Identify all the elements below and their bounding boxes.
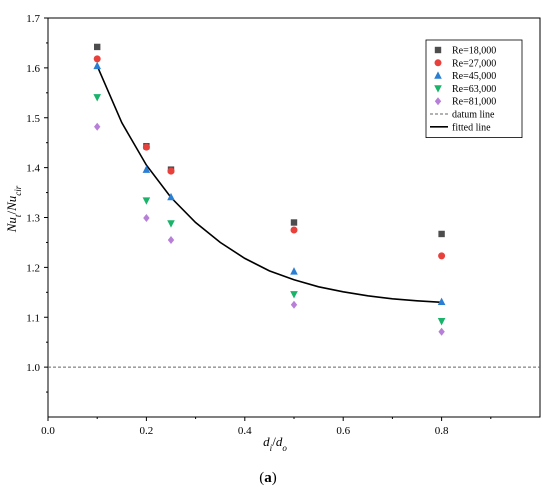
legend-marker <box>434 97 442 106</box>
data-point-series-5 <box>167 235 175 244</box>
legend-label: Re=63,000 <box>452 84 496 95</box>
data-point-series-2 <box>290 226 298 234</box>
data-point-series-4 <box>167 220 175 228</box>
y-tick-label: 1.2 <box>26 262 40 274</box>
legend-label: Re=27,000 <box>452 58 496 69</box>
data-point-series-3 <box>142 165 151 173</box>
data-point-series-2 <box>167 167 175 175</box>
x-axis-label: di/do <box>263 434 287 453</box>
legend-marker <box>434 71 442 79</box>
data-point-series-4 <box>93 94 101 102</box>
legend-marker <box>434 85 442 93</box>
data-point-series-1 <box>94 43 101 51</box>
x-tick-label: 0.6 <box>336 425 350 437</box>
data-point-series-5 <box>290 300 298 309</box>
data-point-series-2 <box>93 55 101 63</box>
y-tick-label: 1.5 <box>26 113 40 125</box>
y-tick-label: 1.0 <box>26 362 40 374</box>
legend-marker <box>434 59 442 67</box>
y-tick-label: 1.6 <box>26 63 40 75</box>
data-point-series-3 <box>437 297 446 305</box>
x-tick-label: 0.2 <box>140 425 154 437</box>
data-point-series-1 <box>438 230 445 238</box>
data-point-series-5 <box>143 213 150 222</box>
data-point-series-3 <box>167 192 175 201</box>
y-tick-label: 1.4 <box>26 163 40 175</box>
x-tick-label: 0.8 <box>435 425 449 437</box>
legend-label: Re=45,000 <box>452 71 496 82</box>
legend-label: fitted line <box>452 122 491 133</box>
fitted-line <box>96 65 442 304</box>
data-point-series-4 <box>290 291 298 299</box>
y-tick-label: 1.1 <box>26 312 40 324</box>
data-point-series-3 <box>93 61 101 70</box>
data-point-series-1 <box>290 219 298 226</box>
y-tick-label: 1.7 <box>26 13 40 25</box>
y-tick-label: 1.3 <box>26 213 40 225</box>
data-point-series-4 <box>142 197 151 205</box>
panel-label: (a) <box>259 470 277 486</box>
data-point-series-4 <box>437 318 446 326</box>
data-point-series-5 <box>438 327 445 336</box>
legend-label: Re=81,000 <box>452 97 496 108</box>
y-axis-label: Nut/Nucir <box>4 185 23 233</box>
data-point-series-2 <box>142 143 150 151</box>
legend-marker <box>434 46 442 54</box>
x-tick-label: 0.0 <box>41 425 55 437</box>
data-point-series-5 <box>94 122 101 131</box>
x-tick-label: 0.4 <box>238 425 252 437</box>
legend-label: Re=18,000 <box>452 46 496 57</box>
data-point-series-3 <box>290 267 298 275</box>
legend-label: datum line <box>452 110 495 121</box>
legend-box <box>425 39 523 138</box>
data-point-series-2 <box>438 252 446 260</box>
